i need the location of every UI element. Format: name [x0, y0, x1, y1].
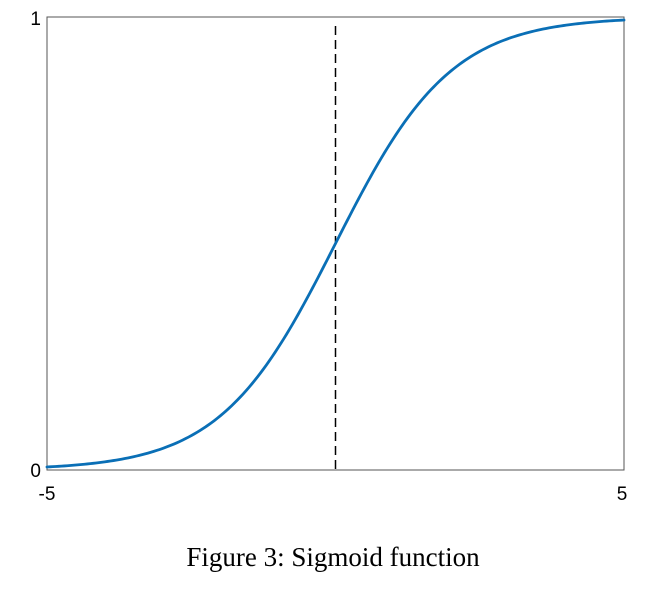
sigmoid-curve — [45, 18, 626, 469]
y-tick-label-top: 1 — [30, 9, 41, 30]
x-tick-label-left: -5 — [39, 484, 56, 505]
y-tick-label-bottom: 0 — [30, 461, 41, 482]
plot-area-frame — [46, 16, 625, 471]
sigmoid-chart: 1 0 -5 5 — [30, 9, 628, 505]
x-tick-label-right: 5 — [617, 484, 628, 505]
figure-caption: Figure 3: Sigmoid function — [186, 542, 480, 572]
